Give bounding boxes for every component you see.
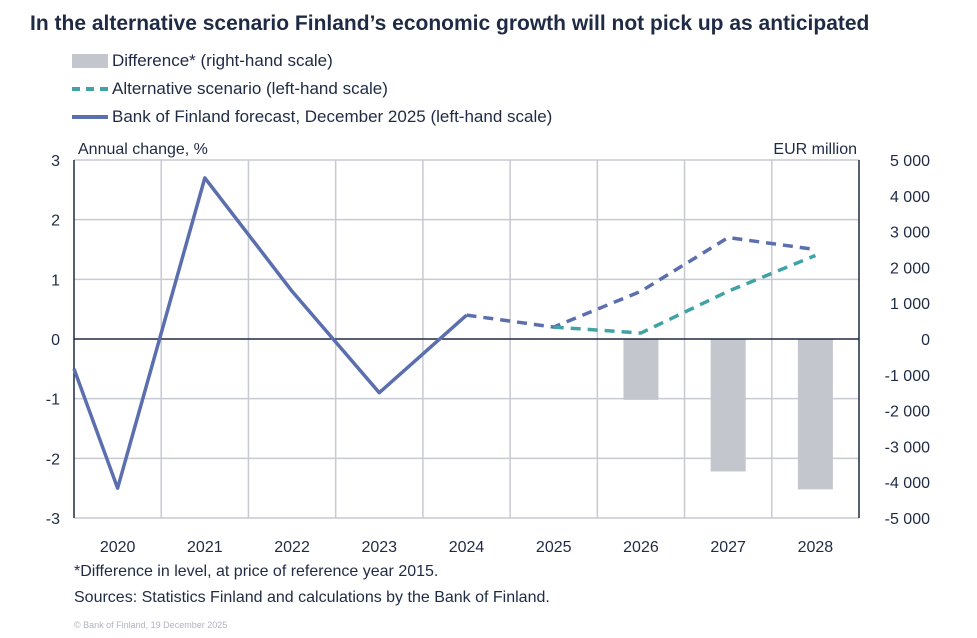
x-tick-label: 2023 <box>361 539 397 556</box>
line-alternative-scenario <box>553 253 817 335</box>
legend-label: Bank of Finland forecast, December 2025 … <box>112 107 553 126</box>
right-tick-label: -3 000 <box>885 439 930 456</box>
line-forecast-actual <box>72 176 468 490</box>
left-tick-label: 1 <box>51 272 60 289</box>
left-tick-label: -2 <box>46 451 60 468</box>
legend-item-alternative: Alternative scenario (left-hand scale) <box>72 79 388 99</box>
x-tick-label: 2028 <box>798 539 834 556</box>
bar-difference-2026 <box>623 339 659 400</box>
right-tick-label: 3 000 <box>890 225 930 242</box>
x-tick-label: 2024 <box>449 539 485 556</box>
chart-title: In the alternative scenario Finland’s ec… <box>30 12 870 35</box>
right-tick-label: 1 000 <box>890 296 930 313</box>
right-tick-label: 2 000 <box>890 260 930 277</box>
sources: Sources: Statistics Finland and calculat… <box>74 589 550 606</box>
x-tick-label: 2022 <box>274 539 310 556</box>
right-tick-label: -2 000 <box>885 404 930 421</box>
legend-label: Difference* (right-hand scale) <box>112 51 333 70</box>
right-axis-label: EUR million <box>773 141 857 158</box>
legend-swatch-dashed <box>72 87 108 91</box>
legend-swatch-bar <box>72 54 108 68</box>
bar-difference-2028 <box>797 339 833 490</box>
left-tick-label: -3 <box>46 511 60 528</box>
x-tick-label: 2027 <box>710 539 746 556</box>
left-tick-label: -1 <box>46 392 60 409</box>
x-tick-label: 2020 <box>100 539 136 556</box>
x-tick-label: 2026 <box>623 539 659 556</box>
legend-swatch-line <box>72 115 108 119</box>
left-tick-label: 0 <box>51 332 60 349</box>
legend-item-forecast: Bank of Finland forecast, December 2025 … <box>72 107 552 127</box>
copyright: © Bank of Finland, 19 December 2025 <box>74 620 228 630</box>
bar-difference-2027 <box>710 339 746 472</box>
footnote: *Difference in level, at price of refere… <box>74 563 439 580</box>
x-tick-label: 2025 <box>536 539 572 556</box>
right-tick-label: -5 000 <box>885 511 930 528</box>
legend-item-difference: Difference* (right-hand scale) <box>72 51 333 71</box>
left-tick-label: 3 <box>51 153 60 170</box>
right-tick-label: 4 000 <box>890 189 930 206</box>
right-tick-label: 0 <box>921 332 930 349</box>
x-tick-label: 2021 <box>187 539 223 556</box>
line-forecast-projection <box>466 235 816 329</box>
right-tick-label: -4 000 <box>885 475 930 492</box>
left-axis-label: Annual change, % <box>78 141 208 158</box>
left-tick-label: 2 <box>51 213 60 230</box>
right-tick-label: 5 000 <box>890 153 930 170</box>
legend-label: Alternative scenario (left-hand scale) <box>112 79 388 98</box>
right-tick-label: -1 000 <box>885 368 930 385</box>
